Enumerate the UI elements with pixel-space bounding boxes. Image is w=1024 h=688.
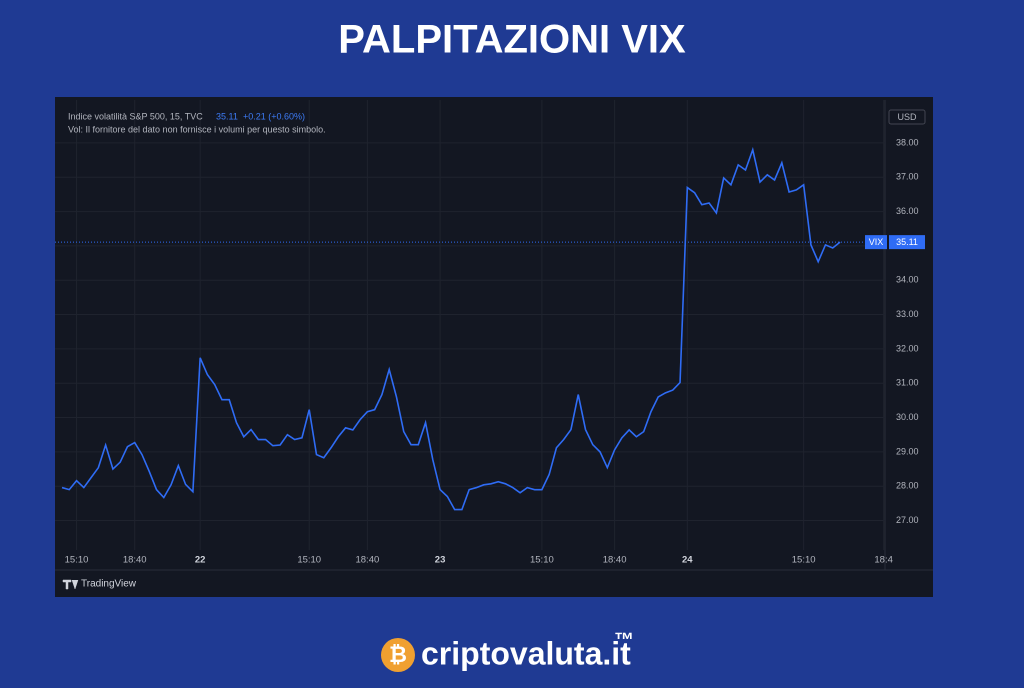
- x-tick-label: 18:40: [603, 555, 627, 566]
- tv-logo: [62, 579, 79, 590]
- y-tick-label: 38.00: [896, 137, 919, 147]
- currency: USD: [897, 112, 917, 122]
- price-tag: VIX: [869, 237, 884, 247]
- price-label-box: [889, 235, 925, 250]
- x-tick-label: 15:10: [297, 555, 321, 566]
- price-label: 35.11: [896, 237, 918, 247]
- x-tick-label: 18:4: [874, 555, 893, 566]
- y-tick-label: 32.00: [896, 343, 919, 353]
- volume-note: Vol: Il fornitore del dato non fornisce …: [68, 124, 326, 134]
- x-tick-label: 15:10: [792, 555, 816, 566]
- price-tag-box: [865, 235, 887, 250]
- y-tick-label: 36.00: [896, 206, 919, 216]
- currency-box: [888, 109, 926, 125]
- brand-logo-mark: ₿: [389, 642, 407, 667]
- x-tick-label: 15:10: [65, 555, 89, 566]
- y-tick-label: 30.00: [896, 412, 919, 422]
- brand: criptovaluta.it: [421, 635, 631, 671]
- x-tick-label: 18:40: [123, 555, 147, 566]
- brand-logo: [381, 638, 415, 672]
- title: PALPITAZIONI VIX: [338, 18, 686, 62]
- y-tick-label: 29.00: [896, 446, 919, 456]
- chart-panel: [55, 97, 933, 597]
- y-tick-label: 33.00: [896, 309, 919, 319]
- y-tick-label: 34.00: [896, 275, 919, 285]
- last-price: 35.11: [216, 111, 238, 121]
- x-tick-label: 24: [682, 555, 693, 566]
- x-tick-label: 22: [195, 555, 206, 566]
- y-tick-label: 28.00: [896, 481, 919, 491]
- change: +0.21 (+0.60%): [243, 111, 305, 121]
- trademark: ™: [614, 629, 634, 651]
- x-tick-label: 23: [435, 555, 446, 566]
- y-tick-label: 37.00: [896, 172, 919, 182]
- x-tick-label: 18:40: [355, 555, 379, 566]
- watermark: TradingView: [81, 579, 137, 590]
- y-tick-label: 27.00: [896, 515, 919, 525]
- price-line: [61, 146, 841, 511]
- y-tick-label: 31.00: [896, 378, 919, 388]
- x-tick-label: 15:10: [530, 555, 554, 566]
- symbol-line: Indice volatilità S&P 500, 15, TVC: [68, 111, 203, 121]
